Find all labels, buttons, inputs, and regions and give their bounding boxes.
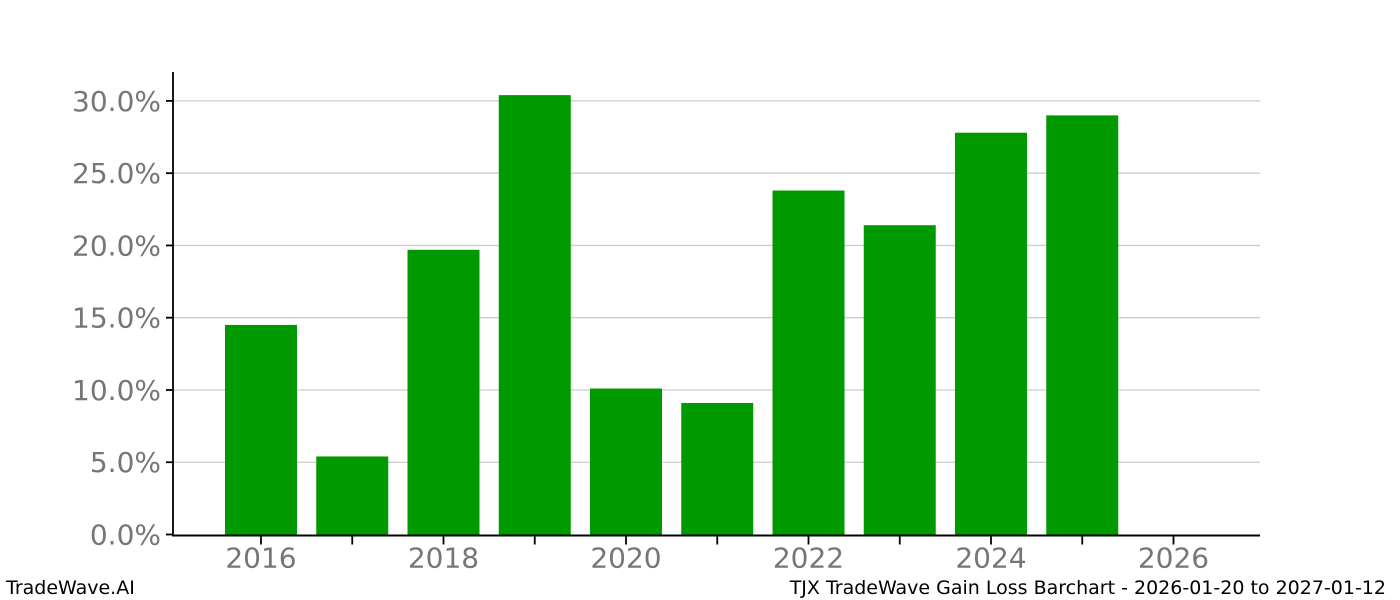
x-tick-label: 2024	[955, 542, 1026, 575]
y-tick-label: 25.0%	[72, 157, 161, 190]
x-tick-label: 2026	[1138, 542, 1209, 575]
bar-2022	[772, 190, 845, 535]
bar-2018	[407, 249, 480, 535]
bar-2021	[681, 402, 754, 535]
bar-2024	[955, 132, 1027, 535]
x-tick-label: 2022	[773, 542, 844, 575]
y-tick-label: 10.0%	[72, 374, 161, 407]
bar-2016	[225, 324, 297, 535]
bar-2023	[863, 225, 936, 535]
footer-brand-label: TradeWave.AI	[6, 577, 135, 599]
bar-2025	[1046, 115, 1119, 535]
y-tick-label: 15.0%	[72, 302, 161, 335]
y-tick-label: 20.0%	[72, 229, 161, 262]
bar-2020	[590, 388, 662, 535]
bar-2017	[316, 456, 389, 535]
x-tick-label: 2016	[225, 542, 296, 575]
x-tick-label: 2020	[590, 542, 661, 575]
bar-2019	[498, 95, 571, 535]
y-tick-label: 30.0%	[72, 85, 161, 118]
footer-chart-title: TJX TradeWave Gain Loss Barchart - 2026-…	[789, 577, 1386, 599]
y-tick-label: 5.0%	[90, 446, 161, 479]
x-tick-label: 2018	[408, 542, 479, 575]
y-tick-label: 0.0%	[90, 519, 161, 552]
